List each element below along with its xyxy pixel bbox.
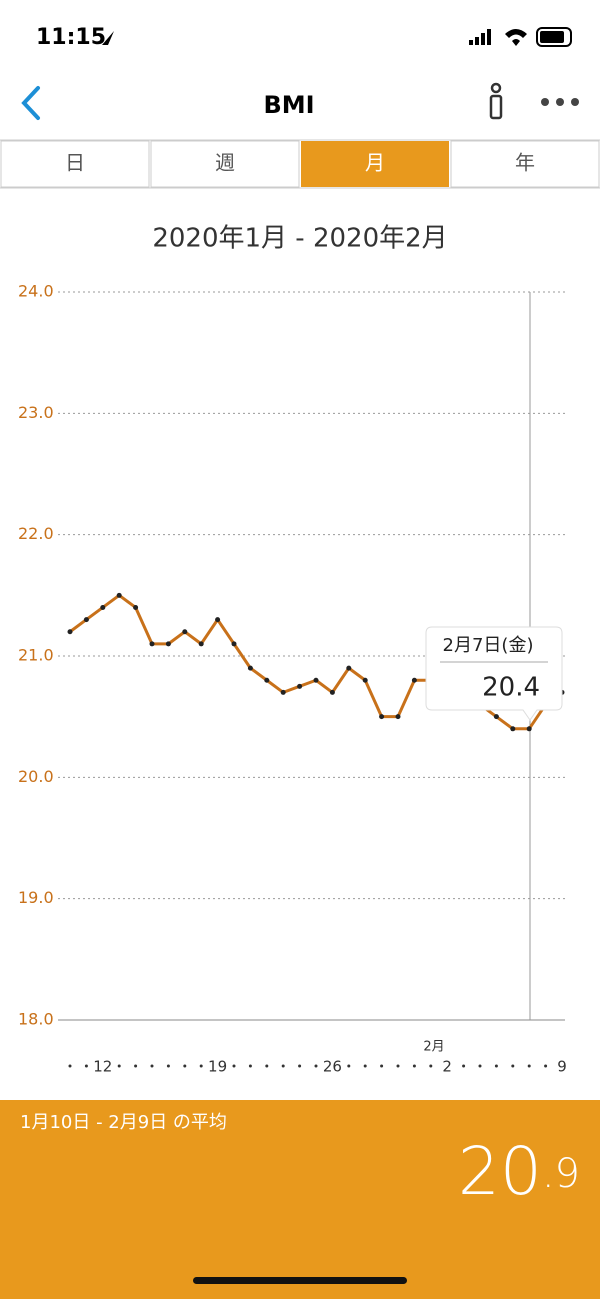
- x-tick-label: 2: [442, 1058, 452, 1076]
- x-tick-dot: [117, 1064, 121, 1068]
- x-tick-dot: [281, 1064, 285, 1068]
- tab[interactable]: [0, 140, 150, 188]
- tooltip: [425, 626, 563, 721]
- x-tick-dot: [363, 1064, 367, 1068]
- average-value: 20.9: [458, 1133, 580, 1210]
- location-icon: [102, 31, 114, 45]
- data-point: [247, 665, 253, 671]
- tab[interactable]: [450, 140, 600, 188]
- x-tick-dot: [150, 1064, 154, 1068]
- x-tick-dot: [347, 1064, 351, 1068]
- x-tick-dot: [232, 1064, 236, 1068]
- x-tick-dot: [314, 1064, 318, 1068]
- data-point: [297, 683, 303, 689]
- x-tick-dot: [199, 1064, 203, 1068]
- more-button[interactable]: [541, 98, 579, 106]
- x-tick-dot: [412, 1064, 416, 1068]
- x-tick-dot: [511, 1064, 515, 1068]
- signal-icon: [469, 29, 491, 45]
- x-tick-label: 19: [208, 1058, 227, 1076]
- x-tick-label: 26: [323, 1058, 342, 1076]
- data-point: [116, 592, 122, 598]
- chart-title: 2020年1月 - 2020年2月: [152, 224, 447, 254]
- x-tick-dot: [527, 1064, 531, 1068]
- status-time: 11:15: [36, 25, 106, 50]
- y-tick-label: 18.0: [18, 1010, 54, 1029]
- wifi-icon: [505, 29, 527, 46]
- x-tick-dot: [166, 1064, 170, 1068]
- data-point: [526, 726, 532, 732]
- data-point: [198, 641, 204, 647]
- y-tick-label: 20.0: [18, 767, 54, 786]
- data-point: [231, 641, 237, 647]
- data-point: [346, 665, 352, 671]
- x-tick-dot: [494, 1064, 498, 1068]
- tab-label: 日: [65, 151, 85, 175]
- nav-title: BMI: [263, 91, 314, 119]
- tab[interactable]: [301, 141, 449, 187]
- data-point: [182, 629, 188, 635]
- data-point: [83, 617, 89, 623]
- y-tick-label: 21.0: [18, 646, 54, 665]
- data-point: [510, 726, 516, 732]
- data-point: [395, 714, 401, 720]
- x-tick-dot: [84, 1064, 88, 1068]
- battery-level: [540, 31, 564, 43]
- x-tick-dot: [478, 1064, 482, 1068]
- x-tick-dot: [462, 1064, 466, 1068]
- x-tick-dot: [68, 1064, 72, 1068]
- x-tick-label: 9: [557, 1058, 567, 1076]
- info-button[interactable]: [489, 82, 503, 120]
- data-point: [329, 689, 335, 695]
- data-point: [313, 677, 319, 683]
- y-tick-label: 23.0: [18, 403, 54, 422]
- tab[interactable]: [150, 140, 300, 188]
- data-point: [149, 641, 155, 647]
- tab-label: 週: [215, 151, 235, 175]
- data-point: [493, 714, 499, 720]
- x-tick-dot: [544, 1064, 548, 1068]
- x-tick-dot: [298, 1064, 302, 1068]
- x-tick-dot: [265, 1064, 269, 1068]
- data-point: [67, 629, 73, 635]
- tooltip-date: 2月7日(金): [443, 635, 534, 656]
- x-tick-dot: [429, 1064, 433, 1068]
- home-indicator: [193, 1277, 407, 1284]
- x-tick-dot: [248, 1064, 252, 1068]
- battery-icon: [536, 27, 572, 47]
- month-annotation: 2月: [423, 1040, 444, 1055]
- tab-label: 年: [515, 151, 535, 175]
- y-tick-label: 24.0: [18, 282, 54, 301]
- x-tick-dot: [134, 1064, 138, 1068]
- average-label: 1月10日 - 2月9日 の平均: [20, 1112, 227, 1133]
- data-point: [165, 641, 171, 647]
- y-tick-label: 19.0: [18, 888, 54, 907]
- tab-label: 月: [365, 151, 385, 175]
- data-point: [100, 604, 106, 610]
- data-point: [280, 689, 286, 695]
- x-tick-label: 12: [93, 1058, 112, 1076]
- data-point: [264, 677, 270, 683]
- data-point: [362, 677, 368, 683]
- data-point: [133, 604, 139, 610]
- data-point: [215, 617, 221, 623]
- back-button[interactable]: [21, 86, 40, 120]
- y-tick-label: 22.0: [18, 524, 54, 543]
- x-tick-dot: [396, 1064, 400, 1068]
- footer: [0, 1100, 600, 1299]
- x-tick-dot: [380, 1064, 384, 1068]
- x-tick-dot: [183, 1064, 187, 1068]
- tooltip-value: 20.4: [482, 673, 540, 703]
- data-point: [411, 677, 417, 683]
- data-point: [379, 714, 385, 720]
